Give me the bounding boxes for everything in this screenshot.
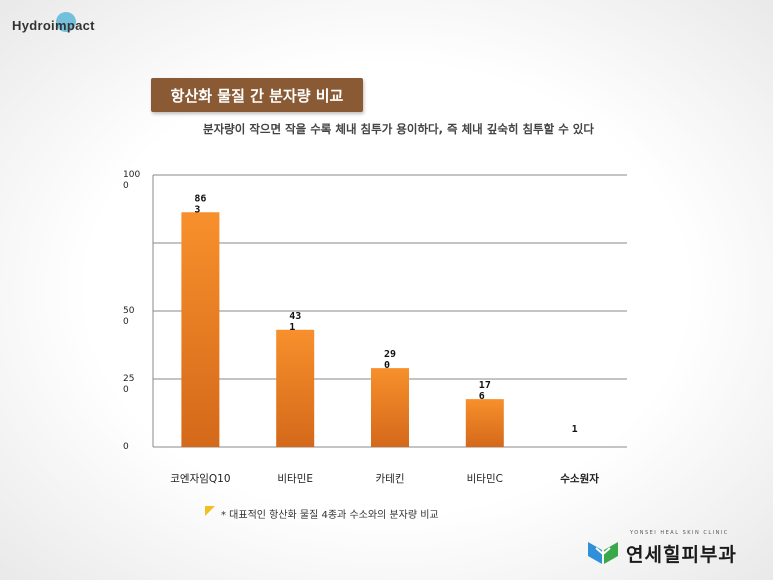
clinic-logo: 연세힐피부과 <box>586 538 737 568</box>
data-label: 17 <box>479 380 491 391</box>
y-tick-label: 25 <box>123 374 134 384</box>
y-tick-label: 100 <box>123 170 140 180</box>
data-label: 86 <box>194 193 206 204</box>
y-tick-label: 0 <box>123 317 129 327</box>
x-tick-label: 수소원자 <box>560 472 599 485</box>
data-label: 0 <box>384 360 390 371</box>
data-label: 1 <box>289 322 295 333</box>
page-subtitle: 분자량이 작으면 작을 수록 체내 침투가 용이하다, 즉 체내 깊숙히 침투할… <box>203 122 594 136</box>
page-title: 항산화 물질 간 분자량 비교 <box>151 78 363 112</box>
bar <box>276 329 315 447</box>
data-label: 29 <box>384 349 396 360</box>
x-tick-label: 코엔자임Q10 <box>170 472 230 485</box>
data-label: 3 <box>194 204 200 215</box>
y-tick-label: 0 <box>123 181 129 191</box>
footnote-marker-icon <box>205 506 215 516</box>
bar <box>181 212 220 447</box>
x-tick-label: 비타민E <box>277 473 313 485</box>
footnote: * 대표적인 항산화 물질 4종과 수소와의 분자량 비교 <box>205 506 439 521</box>
bar <box>465 399 504 447</box>
data-label: 43 <box>289 311 301 322</box>
data-label: 1 <box>572 424 578 435</box>
bar <box>371 368 409 447</box>
brand-logo-text: Hydroimpact <box>12 18 95 33</box>
data-label: 6 <box>479 391 485 402</box>
y-tick-label: 50 <box>123 306 135 316</box>
x-tick-label: 카테킨 <box>376 473 405 485</box>
clinic-name-en: YONSEI HEAL SKIN CLINIC <box>630 530 729 536</box>
footnote-text: * 대표적인 항산화 물질 4종과 수소와의 분자량 비교 <box>221 510 439 521</box>
clinic-leaf-icon <box>588 542 618 564</box>
clinic-name-ko: 연세힐피부과 <box>626 543 737 566</box>
y-tick-label: 0 <box>123 385 129 395</box>
y-tick-label: 0 <box>123 442 129 452</box>
x-tick-label: 비타민C <box>467 473 503 485</box>
